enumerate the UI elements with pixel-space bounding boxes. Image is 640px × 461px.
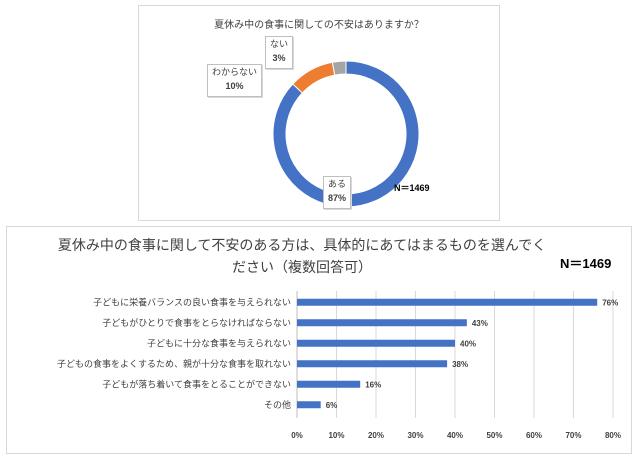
data-label: 6% — [326, 401, 338, 410]
bar-chart-panel: 夏休み中の食事に関して不安のある方は、具体的にあてはまるものを選んでく ださい（… — [6, 226, 632, 454]
slice-value-wakaranai: 10% — [225, 81, 244, 91]
bar-chart-title-line1: 夏休み中の食事に関して不安のある方は、具体的にあてはまるものを選んでく — [57, 238, 547, 254]
callout-nai: ない 3% — [265, 36, 294, 69]
bar — [297, 380, 361, 388]
x-tick-label: 40% — [447, 431, 463, 440]
x-tick-label: 10% — [328, 431, 344, 440]
x-tick-label: 80% — [605, 431, 621, 440]
x-tick-label: 70% — [565, 431, 581, 440]
bar — [297, 339, 455, 347]
callout-wakaranai: わからない 10% — [207, 64, 263, 97]
slice-label-nai: ない — [270, 40, 289, 50]
x-tick-label: 0% — [291, 431, 303, 440]
data-label: 16% — [365, 380, 381, 389]
bar — [297, 360, 448, 368]
category-label: 子どもに栄養バランスの良い食事を与えられない — [93, 296, 291, 308]
slice-value-aru: 87% — [328, 193, 347, 203]
slice-value-nai: 3% — [272, 53, 286, 63]
x-tick-label: 30% — [407, 431, 423, 440]
donut-sample-size: N＝1469 — [394, 183, 430, 193]
donut-chart — [272, 60, 420, 208]
donut-chart-panel: 夏休み中の食事に関しての不安はありますか？ ない 3% わからない 10% ある… — [138, 5, 500, 221]
slice-label-wakaranai: わからない — [212, 68, 258, 78]
callout-aru: ある 87% — [323, 176, 352, 209]
donut-chart-title: 夏休み中の食事に関しての不安はありますか？ — [214, 20, 424, 31]
slice-nai — [331, 60, 347, 76]
category-label: 子どもの食事をよくするため、親が十分な食事を取れない — [57, 358, 291, 370]
bar-chart: 0% 10% 20% 30% 40% 50% 60% 70% 80% 子どもに栄養バランスの良い食… — [57, 291, 621, 440]
bar-sample-size: N＝1469 — [560, 256, 612, 271]
data-label: 76% — [602, 298, 618, 307]
slice-aru — [272, 60, 420, 208]
category-label: 子どもに十分な食事を与えられない — [147, 337, 291, 349]
category-label: 子どもが落ち着いて食事をとることができない — [102, 378, 291, 390]
data-label: 38% — [452, 360, 468, 369]
slice-label-aru: ある — [328, 180, 347, 190]
slice-wakaranai — [292, 61, 336, 94]
category-label: 子どもがひとりで食事をとらなければならない — [102, 317, 291, 329]
bar-chart-title: 夏休み中の食事に関して不安のある方は、具体的にあてはまるものを選んでく ださい（… — [47, 235, 557, 279]
bar — [297, 401, 321, 409]
x-tick-label: 50% — [486, 431, 502, 440]
x-tick-label: 60% — [526, 431, 542, 440]
data-label: 40% — [460, 339, 476, 348]
category-label: その他 — [264, 399, 291, 411]
bar-chart-title-line2: ださい（複数回答可） — [232, 260, 372, 276]
data-label: 43% — [472, 319, 488, 328]
bar — [297, 319, 467, 327]
x-tick-label: 20% — [368, 431, 384, 440]
bar — [297, 298, 598, 306]
